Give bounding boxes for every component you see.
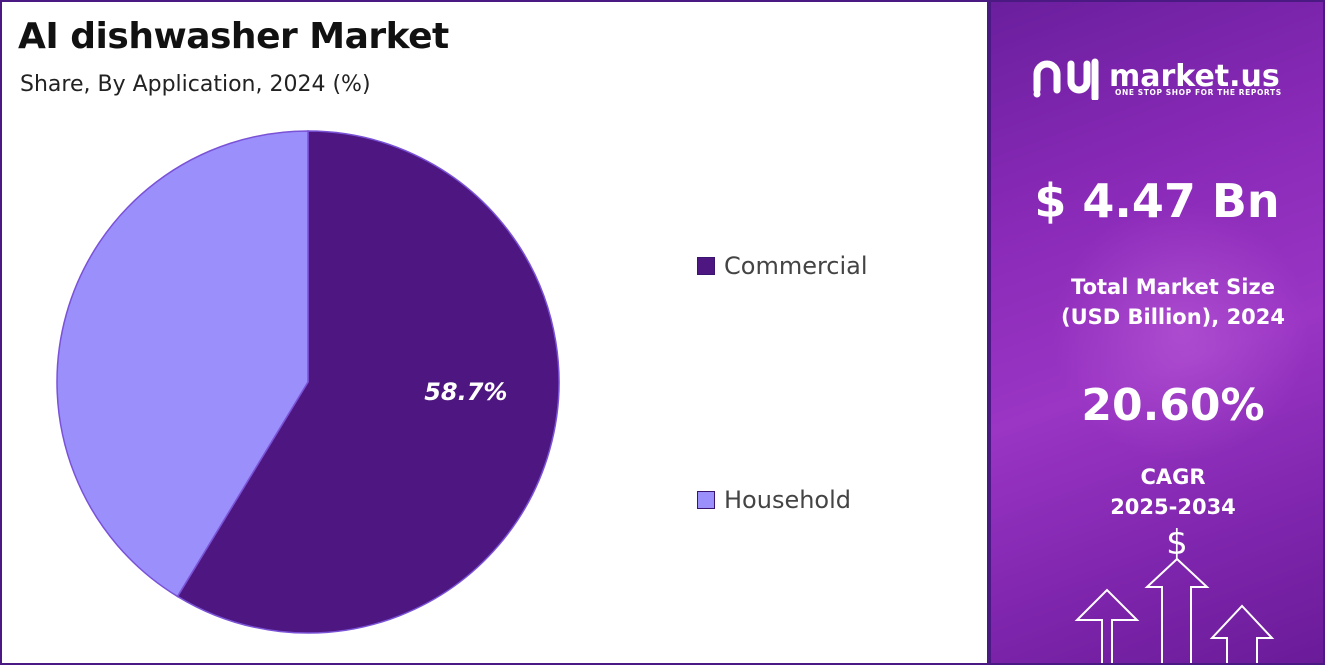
market-size-caption-line1: Total Market Size (1071, 275, 1275, 299)
legend-label-household: Household (724, 486, 852, 514)
cagr-caption-line2: 2025-2034 (1110, 495, 1236, 519)
chart-title: AI dishwasher Market (18, 16, 449, 57)
pie-slice-commercial (176, 130, 560, 634)
pie-chart: 58.7% (56, 130, 560, 634)
arrow-right-icon (1209, 604, 1275, 663)
cagr-caption-line1: CAGR (1140, 465, 1206, 489)
background-glow (1051, 202, 1311, 462)
side-panel: market.us ONE STOP SHOP FOR THE REPORTS … (989, 0, 1325, 665)
up-arrows-icon: $ (1074, 523, 1275, 663)
legend-label-commercial: Commercial (724, 252, 868, 280)
pie-slice-household (56, 130, 309, 598)
logo-tagline: ONE STOP SHOP FOR THE REPORTS (1115, 88, 1282, 97)
market-us-logo-icon (1033, 58, 1099, 100)
legend-item-commercial: Commercial (697, 252, 868, 280)
market-size-caption: Total Market Size (USD Billion), 2024 (1007, 272, 1323, 332)
chart-subtitle: Share, By Application, 2024 (%) (20, 72, 371, 97)
chart-panel: AI dishwasher Market Share, By Applicati… (0, 0, 989, 665)
legend-swatch-household (697, 491, 715, 509)
legend-item-household: Household (697, 486, 851, 514)
logo-text: market.us (1109, 59, 1280, 94)
dollar-sign-icon: $ (1166, 523, 1188, 563)
logo: market.us (1031, 54, 1280, 100)
legend-swatch-commercial (697, 257, 715, 275)
data-label-commercial: 58.7% (424, 378, 507, 406)
cagr-value: 20.60% (1081, 380, 1265, 431)
arrow-center-icon (1144, 557, 1210, 663)
arrow-left-icon (1074, 588, 1140, 663)
market-size-caption-line2: (USD Billion), 2024 (1060, 305, 1286, 329)
cagr-caption: CAGR 2025-2034 (1007, 462, 1323, 522)
market-size-value: $ 4.47 Bn (1034, 174, 1280, 228)
